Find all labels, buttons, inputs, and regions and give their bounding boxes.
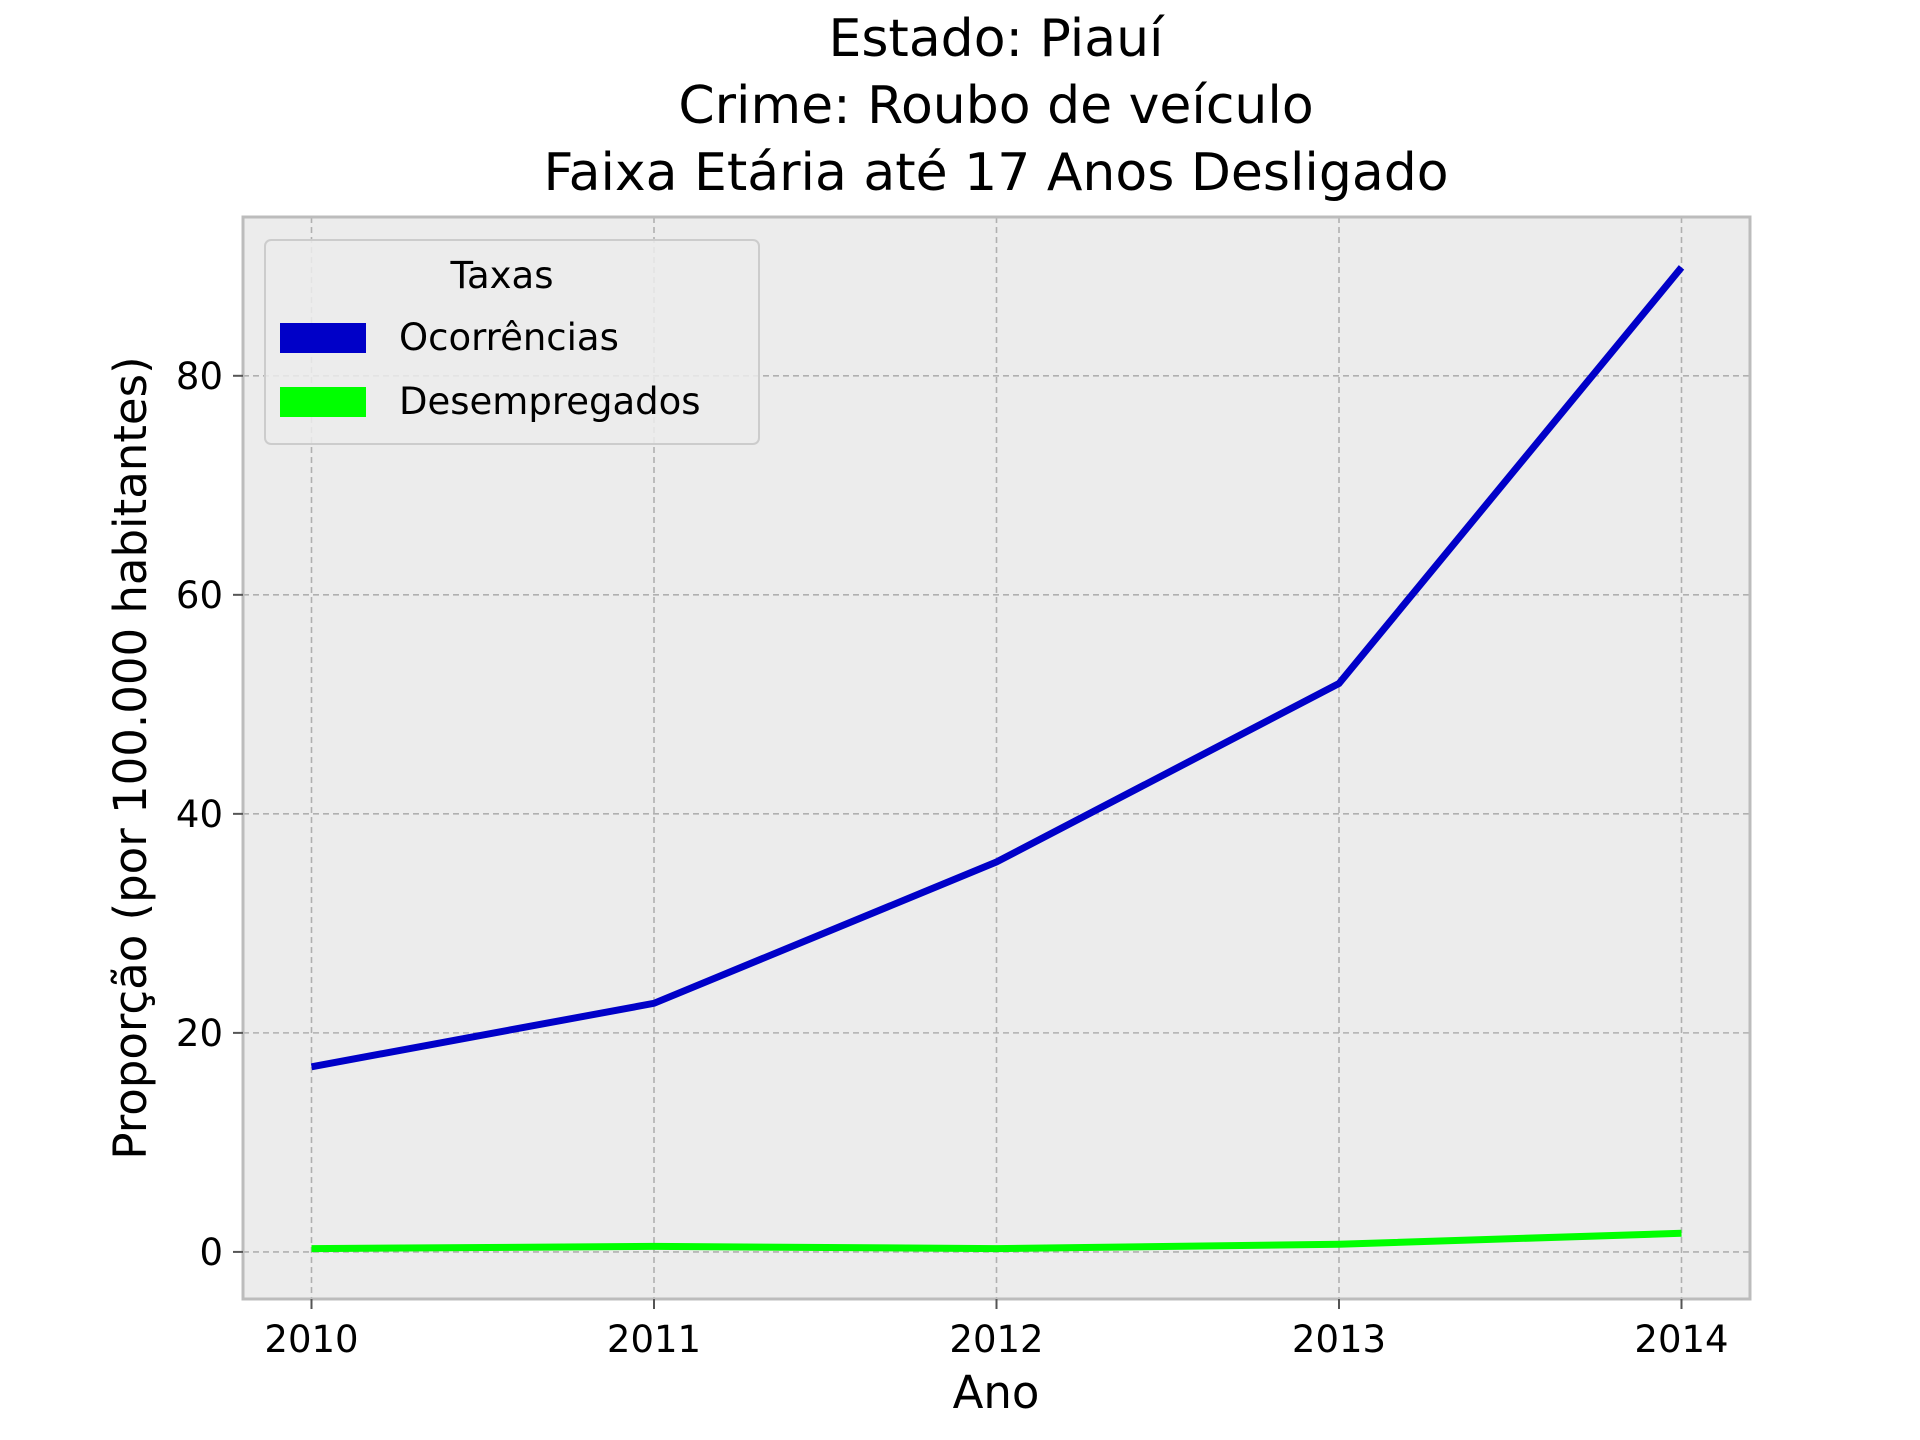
series-lines (310, 265, 1685, 1253)
legend-label-desempregados: Desempregados (399, 380, 701, 423)
y-tick-label-60: 60 (176, 574, 223, 617)
legend-label-ocorrencias: Ocorrências (399, 316, 619, 359)
legend-swatch-desempregados (280, 387, 366, 417)
series-line-desempregados (311, 1229, 1682, 1253)
legend-title: Taxas (450, 254, 554, 297)
y-tick-label-40: 40 (176, 793, 223, 836)
chart-title-line-1: Estado: Piauí (828, 9, 1165, 69)
y-tick-label-80: 80 (176, 355, 223, 398)
y-axis-label: Proporção (por 100.000 habitantes) (104, 356, 157, 1159)
x-axis-label: Ano (953, 1366, 1040, 1419)
y-tick-label-20: 20 (176, 1012, 223, 1055)
series-line-ocorrencias (310, 265, 1685, 1071)
axis-ticks: 2010 2011 2012 2013 2014 0 20 40 60 80 (176, 355, 1729, 1361)
chart-title: Estado: Piauí Crime: Roubo de veículo Fa… (543, 9, 1448, 203)
x-tick-label-2011: 2011 (607, 1318, 701, 1361)
chart-title-line-3: Faixa Etária até 17 Anos Desligado (543, 143, 1448, 203)
legend-box (264, 239, 760, 445)
x-tick-label-2012: 2012 (949, 1318, 1043, 1361)
x-tick-label-2010: 2010 (264, 1318, 358, 1361)
x-tick-label-2013: 2013 (1292, 1318, 1386, 1361)
y-tick-label-0: 0 (199, 1231, 223, 1274)
x-tick-label-2014: 2014 (1634, 1318, 1728, 1361)
legend-swatch-ocorrencias (280, 323, 366, 353)
legend: Taxas Ocorrências Desempregados (264, 239, 760, 445)
chart-title-line-2: Crime: Roubo de veículo (678, 76, 1313, 136)
